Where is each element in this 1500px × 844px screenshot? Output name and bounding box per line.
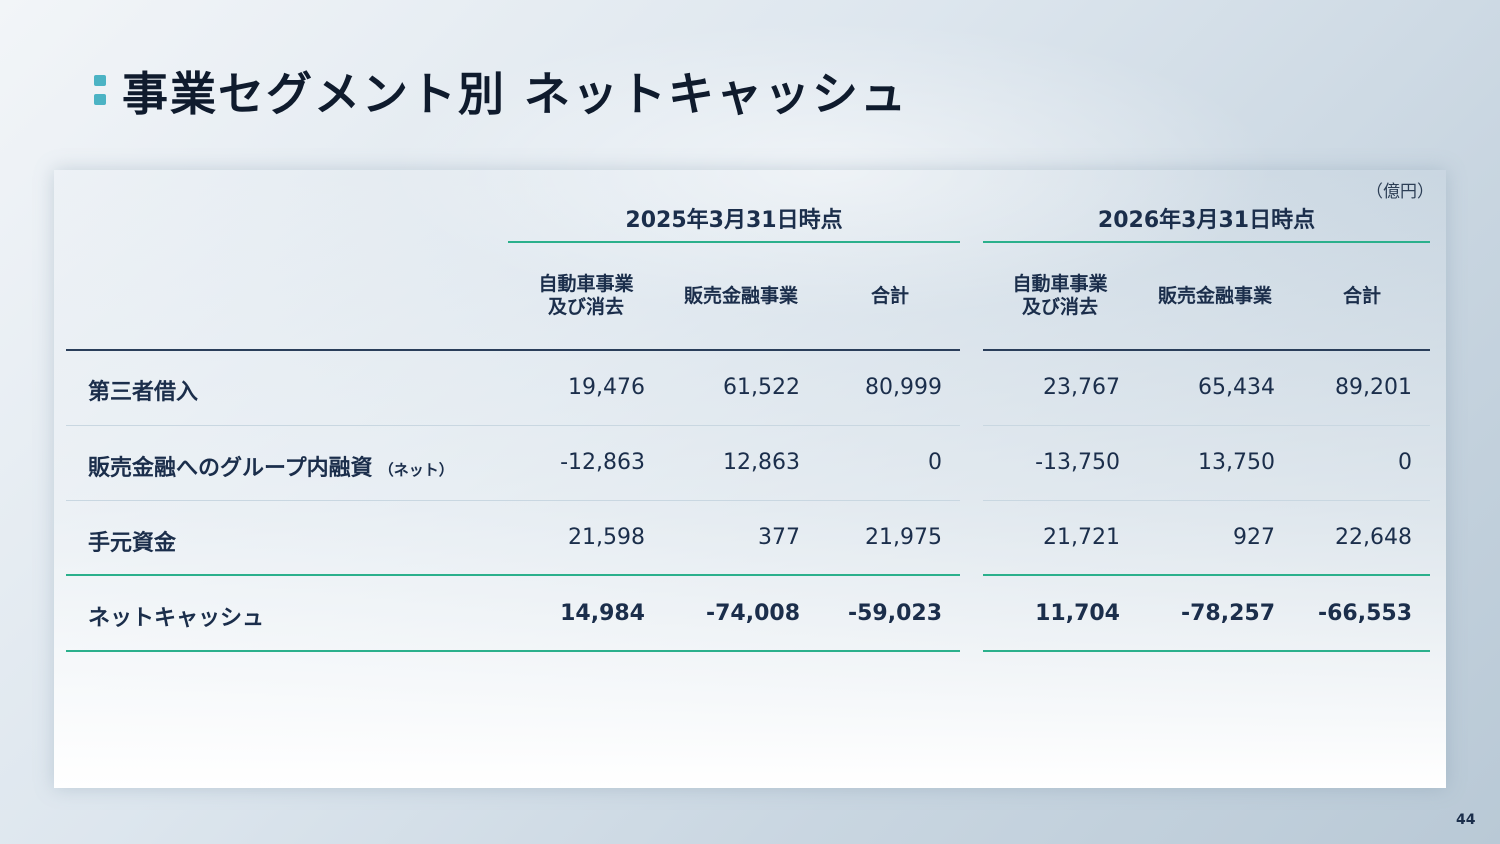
col-header-total-2026: 合計 <box>1342 285 1381 307</box>
page-number: 44 <box>1456 812 1476 828</box>
row-divider <box>66 500 960 501</box>
table-cell: 11,704 <box>1035 601 1120 626</box>
col-header-finance-2026: 販売金融事業 <box>1157 285 1272 307</box>
table-cell: 12,863 <box>723 450 800 475</box>
bottom-rule-right <box>983 650 1430 652</box>
header-rule-right <box>983 349 1430 351</box>
total-rule-left <box>66 574 960 576</box>
table-cell: 21,721 <box>1043 525 1120 550</box>
row-divider <box>983 425 1430 426</box>
table-panel <box>54 170 1446 788</box>
total-rule-right <box>983 574 1430 576</box>
table-cell: 14,984 <box>560 601 645 626</box>
table-cell: 21,975 <box>865 525 942 550</box>
row-divider <box>983 500 1430 501</box>
row-label-net-cash: ネットキャッシュ <box>88 606 265 631</box>
table-cell: 13,750 <box>1198 450 1275 475</box>
table-cell: 65,434 <box>1198 375 1275 400</box>
col-header-total-2025: 合計 <box>870 285 909 307</box>
table-cell: 89,201 <box>1335 375 1412 400</box>
table-cell: 23,767 <box>1043 375 1120 400</box>
table-cell: 80,999 <box>865 375 942 400</box>
table-cell: 0 <box>1398 450 1412 475</box>
table-cell: 377 <box>758 525 800 550</box>
table-cell: -66,553 <box>1317 601 1412 626</box>
row-label-intragroup-loan: 販売金融へのグループ内融資 （ネット） <box>88 450 454 482</box>
table-cell: 22,648 <box>1335 525 1412 550</box>
col-header-auto-2026: 自動車事業 及び消去 <box>1012 273 1108 318</box>
table-cell: 21,598 <box>568 525 645 550</box>
col-header-auto-2025: 自動車事業 及び消去 <box>538 273 634 318</box>
col-header-finance-2025: 販売金融事業 <box>683 285 798 307</box>
table-cell: -74,008 <box>705 601 800 626</box>
table-cell: 19,476 <box>568 375 645 400</box>
table-cell: -78,257 <box>1180 601 1275 626</box>
row-label-third-party-borrowing: 第三者借入 <box>88 380 199 405</box>
row-label-note: （ネット） <box>378 461 454 479</box>
table-cell: 61,522 <box>723 375 800 400</box>
unit-label: （億円） <box>1366 182 1434 202</box>
row-label-cash-on-hand: 手元資金 <box>88 531 177 556</box>
table-cell: 927 <box>1233 525 1275 550</box>
row-label-text: 販売金融へのグループ内融資 <box>88 456 373 481</box>
row-divider <box>66 425 960 426</box>
slide-title: 事業セグメント別 ネットキャッシュ <box>122 67 909 121</box>
table-cell: -59,023 <box>847 601 942 626</box>
header-rule-left <box>66 349 960 351</box>
period-header-2026: 2026年3月31日時点 <box>1097 208 1316 233</box>
title-marker-icon <box>94 75 106 105</box>
table-cell: 0 <box>928 450 942 475</box>
bottom-rule-left <box>66 650 960 652</box>
period-rule-2025 <box>508 241 960 243</box>
table-cell: -13,750 <box>1035 450 1120 475</box>
period-header-2025: 2025年3月31日時点 <box>625 208 843 233</box>
table-cell: -12,863 <box>560 450 645 475</box>
period-rule-2026 <box>983 241 1430 243</box>
